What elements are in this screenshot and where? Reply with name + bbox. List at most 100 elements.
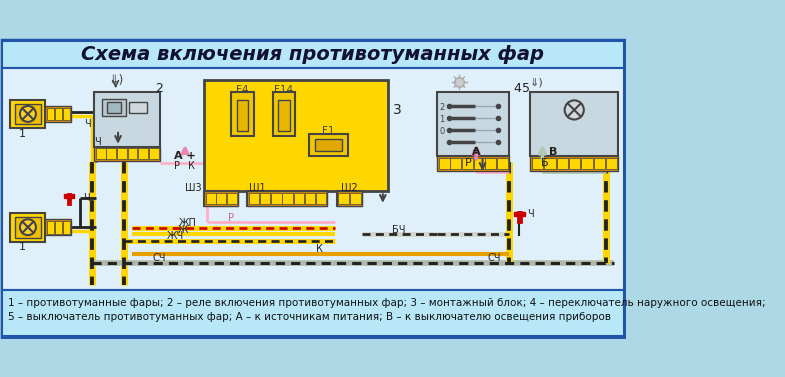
Bar [260, 193, 270, 204]
Text: 2: 2 [155, 82, 163, 95]
Bar [63, 221, 70, 234]
Bar [305, 193, 315, 204]
Text: 4: 4 [513, 82, 520, 95]
Text: Ж: Ж [178, 225, 188, 235]
Text: 1: 1 [440, 115, 444, 124]
Bar [15, 104, 41, 124]
Bar [294, 193, 304, 204]
Bar [46, 219, 71, 235]
Bar [15, 217, 41, 238]
Bar [68, 195, 70, 204]
Text: Ш3: Ш3 [185, 183, 202, 193]
Text: P: P [174, 161, 180, 171]
Bar [232, 92, 254, 136]
Text: Ч: Ч [527, 208, 534, 219]
Text: Р: Р [228, 213, 234, 224]
Bar [451, 158, 462, 169]
Bar [316, 193, 327, 204]
Text: Ч: Ч [94, 137, 100, 147]
Bar [497, 158, 508, 169]
Bar [338, 193, 349, 204]
Bar [206, 193, 216, 204]
Bar [337, 191, 362, 205]
Bar [514, 212, 525, 216]
Text: F14: F14 [275, 85, 294, 95]
Bar [204, 191, 238, 205]
Bar [204, 80, 388, 191]
Text: 2: 2 [440, 103, 444, 112]
Text: СЧ: СЧ [153, 253, 166, 263]
Text: ЖЧ: ЖЧ [167, 231, 184, 241]
Text: 1 – противотуманные фары; 2 – реле включения противотуманных фар; 3 – монтажный : 1 – противотуманные фары; 2 – реле включ… [8, 298, 765, 308]
Bar [107, 102, 121, 113]
Text: 1: 1 [19, 242, 26, 252]
Text: Б: Б [541, 158, 549, 169]
Bar [557, 158, 568, 169]
Text: F4: F4 [236, 85, 249, 95]
Bar [437, 92, 509, 156]
Bar [518, 212, 520, 222]
Bar [128, 148, 137, 159]
Bar [94, 147, 159, 161]
Bar [581, 158, 593, 169]
Text: 0: 0 [440, 127, 444, 136]
Text: +: + [470, 146, 479, 156]
Bar [462, 158, 473, 169]
Bar [315, 139, 342, 152]
Text: 1: 1 [19, 129, 26, 139]
Bar [271, 193, 282, 204]
Bar [138, 148, 148, 159]
Bar [279, 100, 290, 131]
Bar [437, 156, 509, 170]
Bar [130, 102, 147, 113]
Text: Ч: Ч [83, 193, 90, 203]
Bar [309, 134, 348, 156]
Text: P: P [465, 158, 472, 169]
Bar [10, 100, 46, 128]
Bar [237, 100, 248, 131]
Bar [474, 158, 484, 169]
Bar [544, 158, 556, 169]
Bar [149, 148, 159, 159]
Bar [2, 69, 624, 290]
Bar [55, 107, 62, 120]
Bar [94, 92, 159, 147]
Bar [283, 193, 293, 204]
Text: Ч: Ч [84, 119, 91, 129]
Text: 3: 3 [392, 103, 402, 117]
Text: К: К [316, 244, 323, 254]
Text: 5: 5 [522, 82, 531, 95]
Bar [96, 148, 105, 159]
Bar [2, 290, 624, 336]
Bar [63, 107, 70, 120]
Text: F1: F1 [323, 126, 335, 136]
Bar [593, 158, 605, 169]
Text: Ш2: Ш2 [341, 183, 358, 193]
Text: ⇓): ⇓) [108, 74, 123, 87]
Text: ЖП: ЖП [178, 218, 196, 228]
Bar [102, 99, 126, 116]
Bar [55, 221, 62, 234]
Text: ⇓): ⇓) [530, 77, 544, 87]
Bar [47, 107, 54, 120]
Bar [350, 193, 361, 204]
Bar [46, 106, 71, 122]
Text: A +: A + [174, 151, 196, 161]
Bar [531, 156, 618, 170]
Bar [2, 41, 624, 69]
Bar [217, 193, 226, 204]
Bar [117, 148, 127, 159]
Bar [532, 158, 543, 169]
Bar [10, 213, 46, 242]
Bar [569, 158, 580, 169]
Circle shape [20, 106, 36, 122]
Text: A: A [472, 147, 480, 157]
Bar [64, 195, 74, 198]
Bar [247, 191, 327, 205]
Text: Ш1: Ш1 [249, 183, 265, 193]
Text: B: B [549, 147, 557, 157]
Bar [249, 193, 259, 204]
Bar [227, 193, 237, 204]
Bar [485, 158, 496, 169]
Bar [204, 191, 238, 205]
